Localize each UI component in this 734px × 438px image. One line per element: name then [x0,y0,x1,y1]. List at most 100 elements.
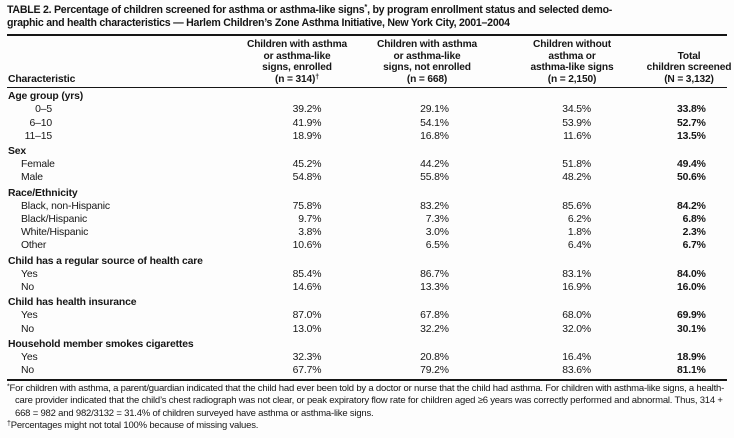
table-row: 6–10 41.9% 54.1% 53.9% 52.7% [7,117,727,130]
value-cell: 6.2% [498,213,653,226]
value-cell: 87.0% [243,309,369,322]
cell-value: 29.1% [420,104,449,116]
value-cell: 16.4% [498,351,653,364]
row-label-text: 11–15 [24,130,53,142]
table-title-line2: graphic and health characteristics — Har… [7,17,510,29]
column-header-characteristic: Characteristic [8,74,76,85]
cell-value: 16.9% [562,281,592,293]
row-label: No [21,281,34,293]
section-row-age-group: Age group (yrs) [7,90,727,103]
table-row: No 67.7% 79.2% 83.6% 81.1% [7,364,727,377]
value-cell: 3.0% [368,226,497,239]
cell-value: 32.0% [562,323,592,335]
cell-value: 33.8% [677,104,706,116]
value-cell-total: 6.8% [652,213,727,226]
value-cell-total: 33.8% [652,103,727,116]
cell-value: 86.7% [420,268,449,280]
table-row: Yes 32.3% 20.8% 16.4% 18.9% [7,351,727,364]
header-line: Children without [533,39,611,51]
cell-value: 45.2% [292,159,322,171]
value-cell: 6.5% [368,239,497,252]
cell-value: 13.5% [677,130,706,142]
value-cell: 34.5% [498,103,653,116]
value-cell-total: 52.7% [652,117,727,130]
dagger-footnote-marker: † [7,420,11,428]
row-label: Yes [21,268,38,280]
header-line: children screened [646,62,732,74]
footnote-star: *For children with asthma, a parent/guar… [7,383,727,420]
value-cell-total: 49.4% [652,158,727,171]
value-cell: 32.0% [498,323,653,336]
header-n: (n = 668) [406,73,448,85]
value-cell: 10.6% [243,239,369,252]
cell-value: 69.9% [677,310,706,322]
table-row: Yes 87.0% 67.8% 68.0% 69.9% [7,309,727,322]
cell-value: 16.8% [420,130,449,142]
cell-value: 67.7% [292,365,322,377]
value-cell-total: 30.1% [652,323,727,336]
title-footnote-marker: * [364,4,368,11]
cell-value: 20.8% [420,352,449,364]
value-cell: 86.7% [368,268,497,281]
value-cell: 67.8% [368,309,497,322]
row-label: Black, non-Hispanic [21,200,110,212]
value-cell: 14.6% [243,281,369,294]
value-cell: 29.1% [368,103,497,116]
header-line: Children with asthma [246,39,348,51]
value-cell: 67.7% [243,364,369,377]
value-cell: 16.8% [368,130,497,143]
section-label: Household member smokes cigarettes [8,339,194,351]
table-title-line1: TABLE 2. Percentage of children screened… [7,4,727,17]
value-cell: 55.8% [368,171,497,184]
value-cell: 75.8% [243,200,369,213]
cell-value: 18.9% [292,130,322,142]
asterisk-footnote-marker: * [7,383,10,391]
value-cell-total: 84.0% [652,268,727,281]
value-cell: 85.6% [498,200,653,213]
cell-value: 68.0% [562,310,592,322]
value-cell-total: 69.9% [652,309,727,322]
value-cell: 83.1% [498,268,653,281]
table-body: Age group (yrs) 0–5 39.2% 29.1% 34.5% 33… [7,90,727,377]
footnote-text: For children with asthma, a parent/guard… [9,382,725,419]
cell-value: 7.3% [425,214,449,226]
table-row: Other 10.6% 6.5% 6.4% 6.7% [7,239,727,252]
cell-value: 84.2% [677,200,706,212]
cell-value: 67.8% [420,310,449,322]
value-cell: 9.7% [243,213,369,226]
row-label: 0–5 [7,103,243,116]
cell-value: 34.5% [562,104,592,116]
section-row-household-smoking: Household member smokes cigarettes [7,338,727,351]
cell-value: 14.6% [292,281,322,293]
value-cell: 13.0% [243,323,369,336]
cell-value: 52.7% [677,117,706,129]
value-cell: 83.6% [498,364,653,377]
table-row: 11–15 18.9% 16.8% 11.6% 13.5% [7,130,727,143]
value-cell-total: 81.1% [652,364,727,377]
cell-value: 51.8% [562,159,592,171]
table-header-row: Characteristic Children with asthma or a… [7,36,731,87]
cell-value: 84.0% [677,268,706,280]
value-cell-total: 13.5% [652,130,727,143]
cell-value: 81.1% [677,365,706,377]
footnote-dagger: †Percentages might not total 100% becaus… [7,420,727,432]
cell-value: 3.0% [425,227,449,239]
column-header-without-asthma: Children without asthma or asthma-like s… [531,39,614,85]
cell-value: 13.3% [420,281,449,293]
cell-value: 13.0% [292,323,322,335]
title-text-cont: , by program enrollment status and selec… [367,4,613,16]
cell-value: 55.8% [420,172,449,184]
section-row-health-insurance: Child has health insurance [7,296,727,309]
cell-value: 6.2% [567,214,592,226]
value-cell: 20.8% [368,351,497,364]
cell-value: 10.6% [292,240,322,252]
value-cell: 51.8% [498,158,653,171]
row-label: Black/Hispanic [21,214,88,226]
table-row: White/Hispanic 3.8% 3.0% 1.8% 2.3% [7,226,727,239]
value-cell: 11.6% [498,130,653,143]
cell-value: 3.8% [298,227,322,239]
column-header-not-enrolled: Children with asthma or asthma-like sign… [377,39,477,85]
row-label: 11–15 [7,130,243,143]
header-line: signs, enrolled [262,62,332,74]
table-row: Yes 85.4% 86.7% 83.1% 84.0% [7,268,727,281]
